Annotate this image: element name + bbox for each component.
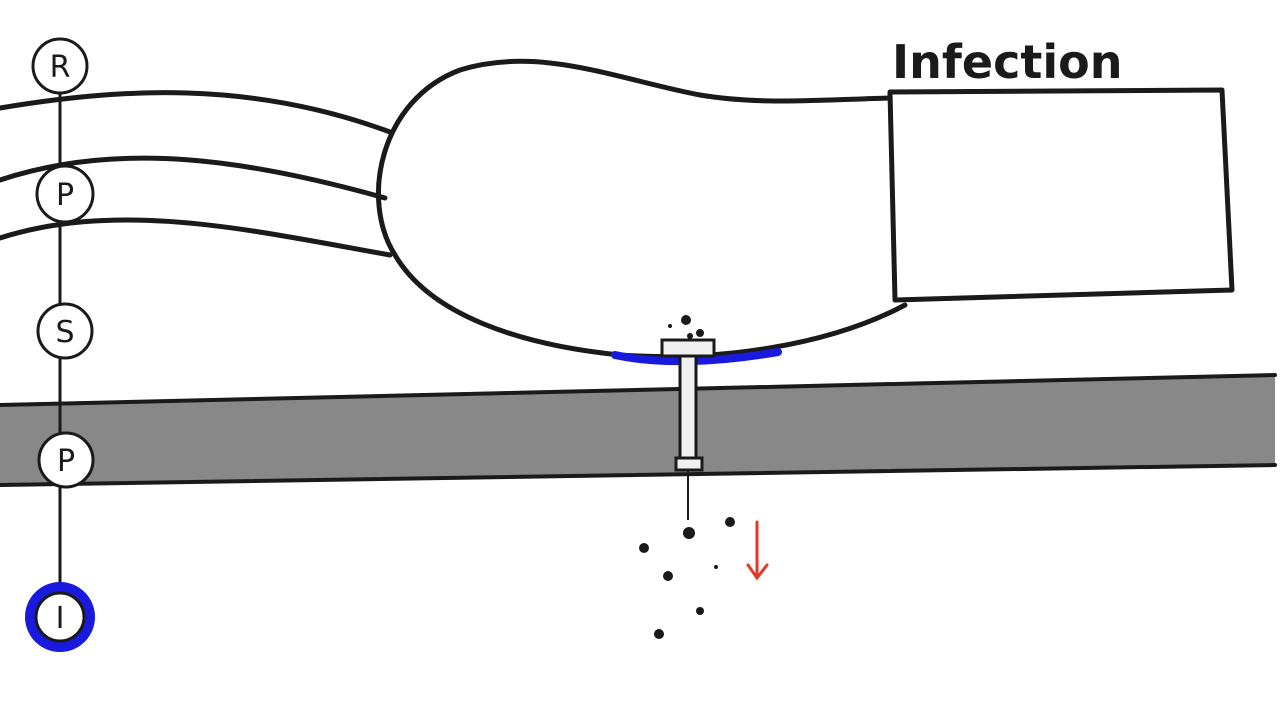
infection-box (887, 87, 1235, 303)
timeline-node-1: R (31, 37, 89, 95)
box-label: Infection (892, 35, 1122, 89)
phage-head (375, 58, 908, 360)
timeline-node-2-label: P (56, 178, 74, 213)
timeline-node-3-label: S (55, 315, 74, 350)
dna-particles-released (639, 517, 735, 639)
timeline-node-5-label: I (56, 601, 65, 636)
timeline-node-3: S (36, 302, 94, 360)
timeline-node-4: P (37, 431, 95, 489)
timeline-node-4-label: P (57, 444, 75, 479)
timeline-node-5-active: I (25, 582, 95, 652)
timeline-node-2: P (35, 164, 95, 224)
dna-particles-top (668, 315, 704, 339)
tail-fibers (0, 90, 393, 258)
down-arrow-icon (746, 520, 769, 581)
membrane (0, 373, 1277, 487)
timeline-node-1-label: R (50, 50, 71, 85)
injection-needle (660, 338, 716, 520)
